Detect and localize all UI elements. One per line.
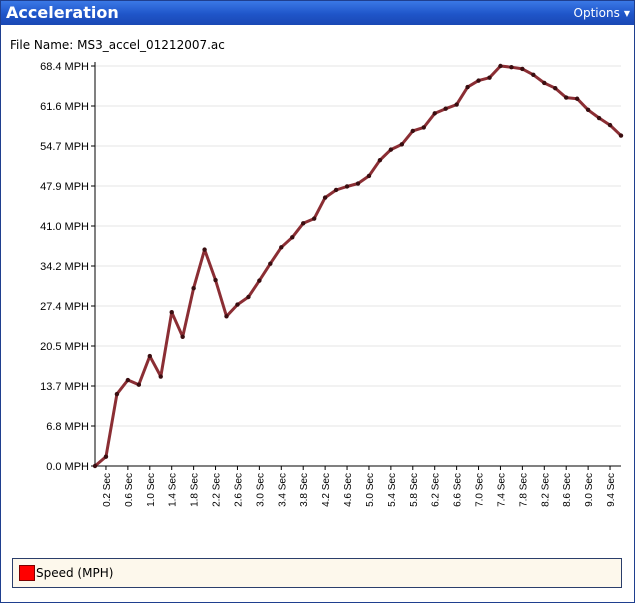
data-point	[92, 463, 98, 469]
data-point	[311, 216, 317, 221]
data-point	[169, 309, 174, 315]
title-bar: Acceleration Options ▼	[1, 1, 634, 25]
x-tick-label: 3.8 Sec	[299, 473, 310, 507]
data-point	[301, 221, 306, 226]
data-point	[443, 106, 448, 111]
data-point	[454, 102, 459, 107]
data-point	[388, 147, 394, 152]
x-tick-label: 2.2 Sec	[212, 473, 223, 507]
legend-label-speed: Speed (MPH)	[36, 566, 114, 580]
data-point	[596, 115, 602, 121]
chevron-down-icon: ▼	[623, 9, 630, 18]
x-tick-label: 3.0 Sec	[255, 473, 266, 507]
data-point	[136, 382, 142, 387]
data-point	[125, 377, 131, 383]
y-tick-label: 68.4 MPH	[40, 61, 89, 73]
data-point	[509, 64, 514, 70]
data-point	[268, 261, 273, 266]
data-point	[191, 286, 196, 291]
y-tick-label: 34.2 MPH	[40, 261, 89, 273]
data-point	[279, 245, 284, 250]
data-point	[585, 107, 591, 113]
speed-line-chart: 0.0 MPH 6.8 MPH 13.7 MPH 20.5 MPH 27.4 MPH 34…	[40, 61, 624, 507]
x-tick-label: 4.6 Sec	[343, 473, 354, 507]
data-point	[103, 454, 109, 459]
y-tick-label: 47.9 MPH	[40, 181, 89, 193]
data-point	[147, 353, 152, 359]
data-point	[476, 78, 481, 83]
x-tick-label: 0.2 Sec	[102, 473, 113, 507]
data-point	[290, 235, 295, 240]
options-menu-button[interactable]: Options ▼	[574, 6, 630, 20]
data-point	[213, 277, 218, 283]
y-tick-label: 27.4 MPH	[40, 301, 89, 313]
data-point	[607, 122, 613, 128]
data-point	[333, 187, 339, 193]
data-point	[564, 95, 569, 100]
data-point	[355, 181, 361, 186]
data-point	[410, 128, 415, 134]
file-name-label: File Name: MS3_accel_01212007.ac	[10, 38, 225, 52]
data-point	[180, 334, 185, 339]
data-point	[432, 111, 437, 116]
x-tick-label: 0.6 Sec	[124, 473, 135, 507]
y-tick-label: 41.0 MPH	[40, 221, 89, 233]
x-tick-label: 1.8 Sec	[190, 473, 201, 507]
x-tick-label: 5.0 Sec	[365, 473, 376, 507]
data-point	[366, 173, 372, 179]
x-tick-label: 4.2 Sec	[321, 473, 332, 507]
data-point	[246, 294, 251, 300]
y-tick-label: 6.8 MPH	[46, 421, 89, 433]
x-tick-label: 6.6 Sec	[453, 473, 464, 507]
legend-swatch-speed	[19, 565, 35, 581]
data-point	[158, 374, 163, 379]
y-tick-label: 20.5 MPH	[40, 341, 89, 353]
y-tick-label: 13.7 MPH	[40, 381, 89, 393]
x-tick-label: 7.8 Sec	[518, 473, 529, 507]
x-tick-label: 5.8 Sec	[409, 473, 420, 507]
data-point	[344, 184, 350, 189]
x-tick-label: 8.6 Sec	[562, 473, 573, 507]
window-title: Acceleration	[6, 3, 119, 22]
y-tick-label: 54.7 MPH	[40, 141, 89, 153]
data-point	[574, 96, 580, 101]
x-tick-label: 9.4 Sec	[606, 473, 617, 507]
data-point	[377, 157, 383, 163]
x-tick-label: 1.0 Sec	[146, 473, 157, 507]
data-point	[531, 72, 536, 77]
data-point	[487, 75, 492, 80]
data-point	[618, 133, 624, 138]
x-tick-label: 8.2 Sec	[540, 473, 551, 507]
x-tick-label: 6.2 Sec	[431, 473, 442, 507]
data-point	[114, 391, 120, 397]
options-label: Options	[573, 6, 620, 20]
data-point	[202, 247, 207, 252]
x-tick-label: 5.4 Sec	[387, 473, 398, 507]
x-tick-label: 2.6 Sec	[233, 473, 244, 507]
data-point	[520, 66, 525, 72]
x-tick-label: 7.0 Sec	[475, 473, 486, 507]
data-point	[235, 302, 240, 307]
x-tick-label: 9.0 Sec	[584, 473, 595, 507]
x-tick-label: 1.4 Sec	[168, 473, 179, 507]
data-point	[257, 278, 262, 283]
y-tick-label: 61.6 MPH	[40, 101, 89, 113]
data-point	[498, 63, 503, 69]
data-point	[322, 195, 328, 200]
data-point	[542, 80, 547, 86]
data-point	[224, 314, 229, 319]
x-tick-label: 3.4 Sec	[277, 473, 288, 507]
x-tick-label: 7.4 Sec	[496, 473, 507, 507]
data-point	[421, 125, 426, 130]
data-point	[553, 86, 558, 91]
y-tick-label: 0.0 MPH	[46, 461, 89, 473]
data-point	[465, 84, 470, 90]
chart-legend: Speed (MPH)	[12, 558, 622, 588]
data-point	[399, 142, 405, 147]
